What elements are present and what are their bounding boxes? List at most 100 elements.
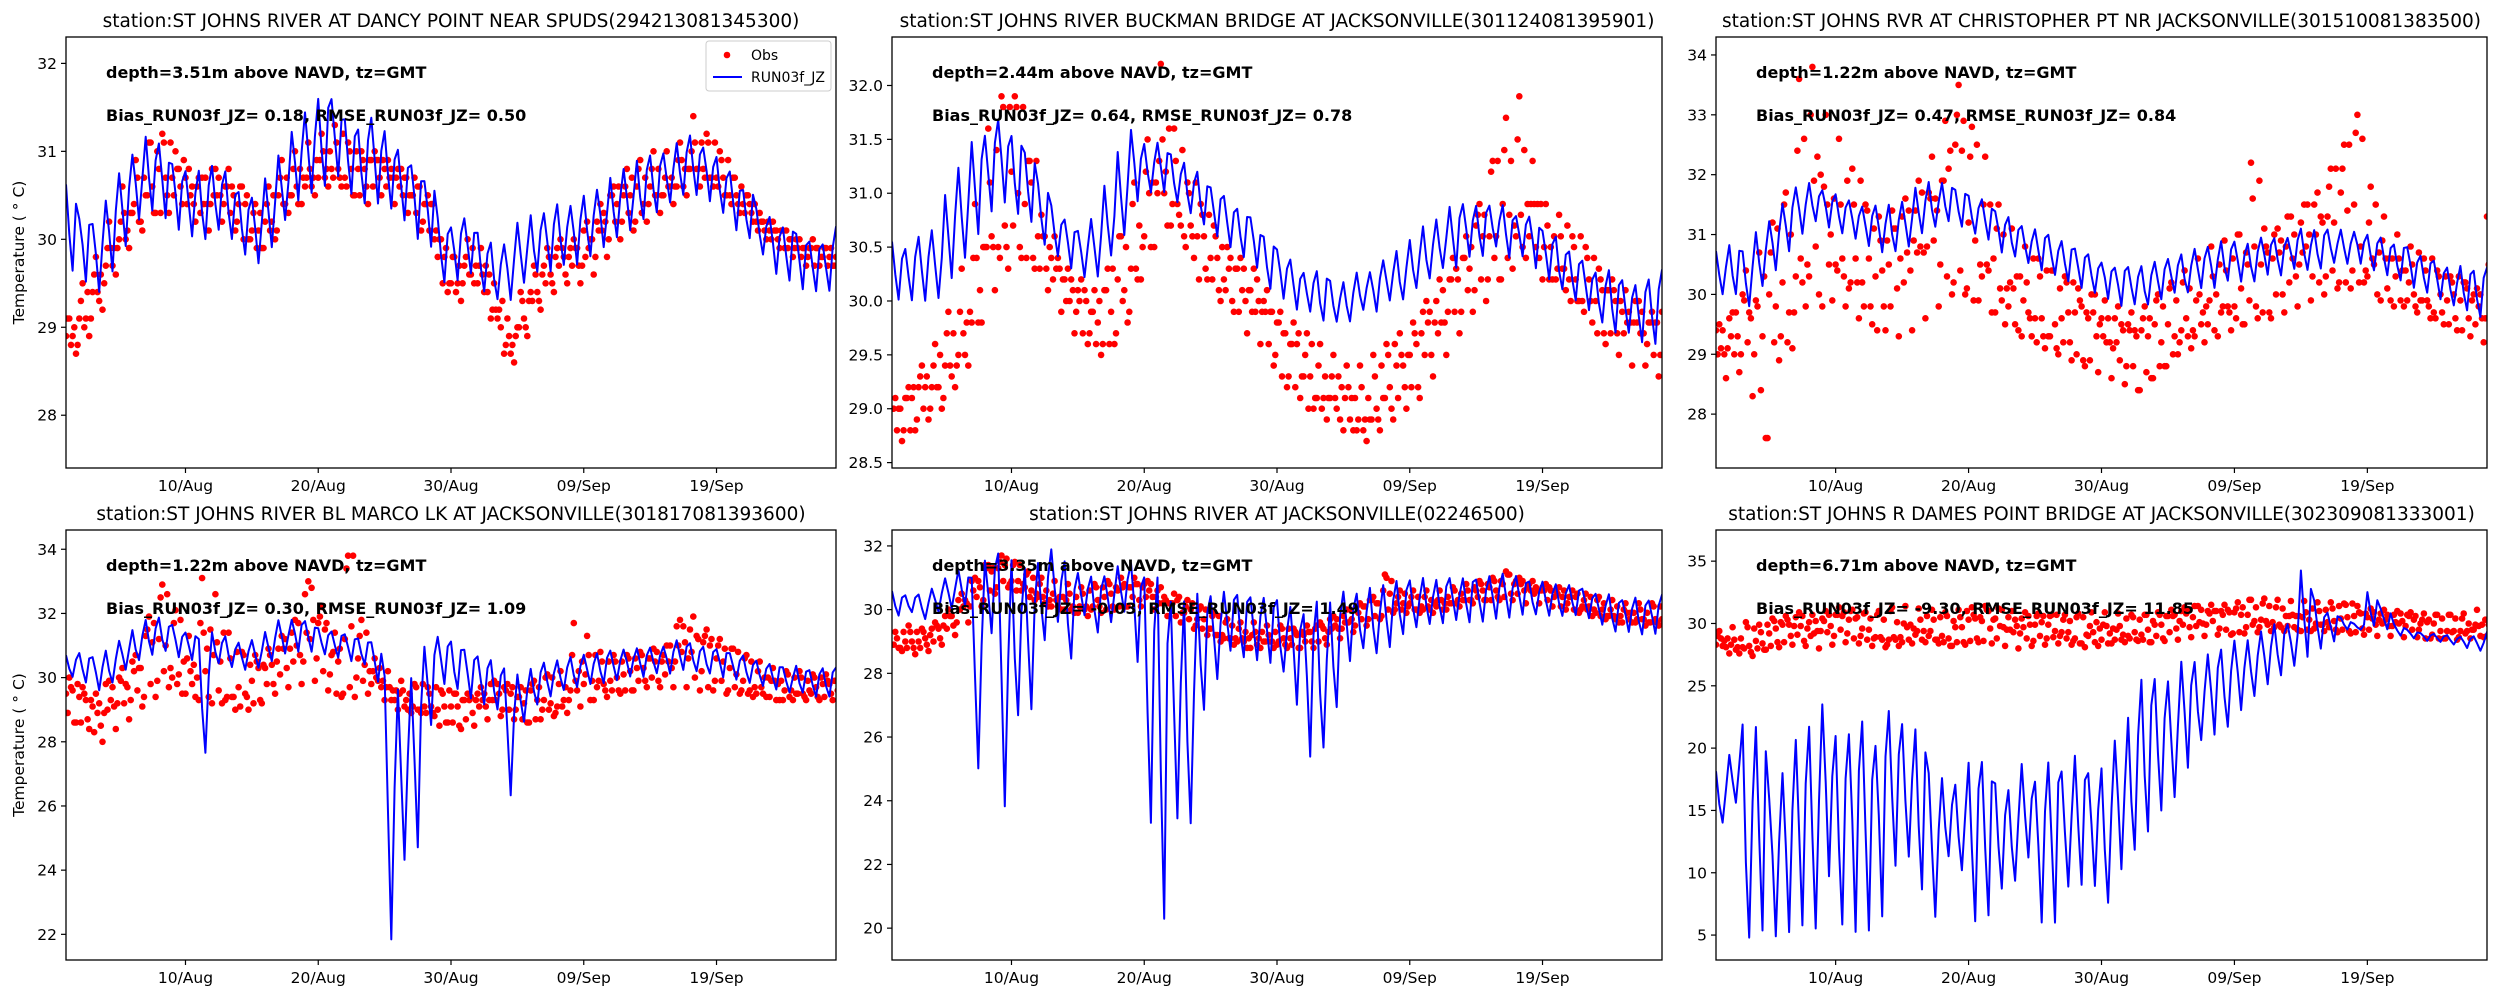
obs-point	[1920, 627, 1927, 635]
obs-point	[925, 647, 932, 655]
obs-point	[673, 623, 680, 630]
obs-point	[1247, 286, 1254, 294]
y-tick-label: 31	[37, 143, 57, 161]
obs-point	[1242, 297, 1249, 305]
obs-point	[615, 183, 622, 190]
obs-point	[2028, 333, 2035, 340]
obs-point	[948, 612, 955, 620]
obs-point	[759, 218, 767, 225]
obs-point	[1159, 136, 1166, 143]
obs-point	[2237, 611, 2245, 619]
obs-point	[2168, 606, 2175, 614]
obs-point	[76, 693, 83, 701]
obs-point	[2257, 616, 2265, 623]
obs-point	[1290, 319, 1297, 326]
obs-point	[1752, 297, 1760, 304]
obs-point	[2151, 621, 2158, 628]
model-series-line	[1716, 569, 2487, 939]
obs-point	[1217, 297, 1224, 305]
obs-point	[94, 709, 101, 717]
obs-point	[2473, 606, 2481, 614]
obs-point	[660, 192, 667, 199]
obs-point	[1044, 286, 1052, 294]
obs-point	[960, 330, 967, 337]
obs-point	[1328, 373, 1336, 380]
obs-point	[1374, 416, 1382, 423]
obs-point	[1605, 612, 1613, 620]
obs-point	[225, 629, 232, 636]
x-tick-label: 09/Sep	[557, 969, 611, 987]
obs-point	[2035, 610, 2042, 617]
obs-point	[2397, 610, 2404, 617]
stats-annotation: Bias_RUN03f_JZ= 0.30, RMSE_RUN03f_JZ= 1.…	[106, 599, 526, 618]
obs-point	[1117, 233, 1125, 240]
y-tick-label: 31.0	[848, 185, 883, 203]
obs-point	[2099, 333, 2107, 340]
obs-point	[1179, 146, 1186, 154]
depth-annotation: depth=3.51m above NAVD, tz=GMT	[106, 63, 426, 82]
obs-point	[916, 644, 924, 652]
obs-point	[1393, 362, 1400, 369]
obs-point	[1529, 577, 1536, 585]
obs-point	[976, 584, 984, 591]
x-tick-label: 19/Sep	[2340, 477, 2394, 495]
obs-point	[1207, 254, 1214, 262]
obs-point	[573, 687, 581, 694]
obs-point	[499, 297, 506, 305]
obs-point	[2043, 635, 2050, 642]
obs-point	[1252, 308, 1259, 316]
obs-point	[915, 638, 922, 645]
obs-point	[243, 693, 251, 701]
obs-point	[1812, 243, 1819, 250]
obs-point	[1965, 219, 1972, 226]
obs-point	[1257, 340, 1264, 348]
obs-point	[2053, 345, 2060, 352]
obs-point	[1767, 642, 1775, 650]
obs-point	[461, 696, 468, 704]
obs-point	[1157, 584, 1165, 591]
obs-point	[275, 192, 282, 199]
y-tick-label: 34	[37, 541, 57, 559]
obs-point	[1724, 345, 1731, 352]
obs-point	[1003, 555, 1010, 562]
obs-point	[701, 632, 709, 640]
obs-point	[802, 696, 810, 704]
y-tick-label: 32	[37, 55, 57, 73]
obs-point	[1905, 207, 1913, 214]
obs-point	[2315, 279, 2323, 286]
obs-point	[1765, 291, 1773, 298]
obs-point	[202, 667, 209, 675]
obs-point	[1736, 650, 1743, 657]
obs-point	[1199, 625, 1206, 632]
obs-point	[1194, 233, 1201, 240]
obs-point	[1491, 254, 1498, 262]
obs-point	[87, 315, 95, 322]
obs-point	[583, 632, 591, 640]
obs-point	[2249, 195, 2256, 202]
obs-point	[1082, 297, 1090, 305]
obs-point	[708, 635, 715, 643]
obs-point	[447, 703, 455, 710]
obs-point	[2359, 135, 2366, 143]
obs-point	[527, 288, 534, 296]
obs-point	[900, 628, 907, 636]
obs-point	[729, 645, 737, 652]
obs-point	[565, 253, 573, 261]
obs-point	[2399, 617, 2406, 625]
obs-point	[499, 706, 506, 713]
obs-point	[1749, 652, 1756, 660]
obs-point	[628, 174, 636, 181]
obs-point	[532, 716, 539, 723]
obs-point	[1386, 590, 1394, 597]
obs-point	[512, 332, 519, 340]
obs-point	[1971, 237, 1979, 244]
obs-point	[2330, 219, 2338, 226]
obs-point	[1464, 286, 1472, 294]
obs-point	[670, 200, 677, 208]
obs-point	[295, 619, 302, 627]
obs-point	[680, 623, 687, 630]
obs-point	[1457, 308, 1465, 316]
obs-point	[1775, 643, 1783, 651]
obs-point	[1106, 340, 1113, 348]
obs-point	[1144, 136, 1151, 143]
